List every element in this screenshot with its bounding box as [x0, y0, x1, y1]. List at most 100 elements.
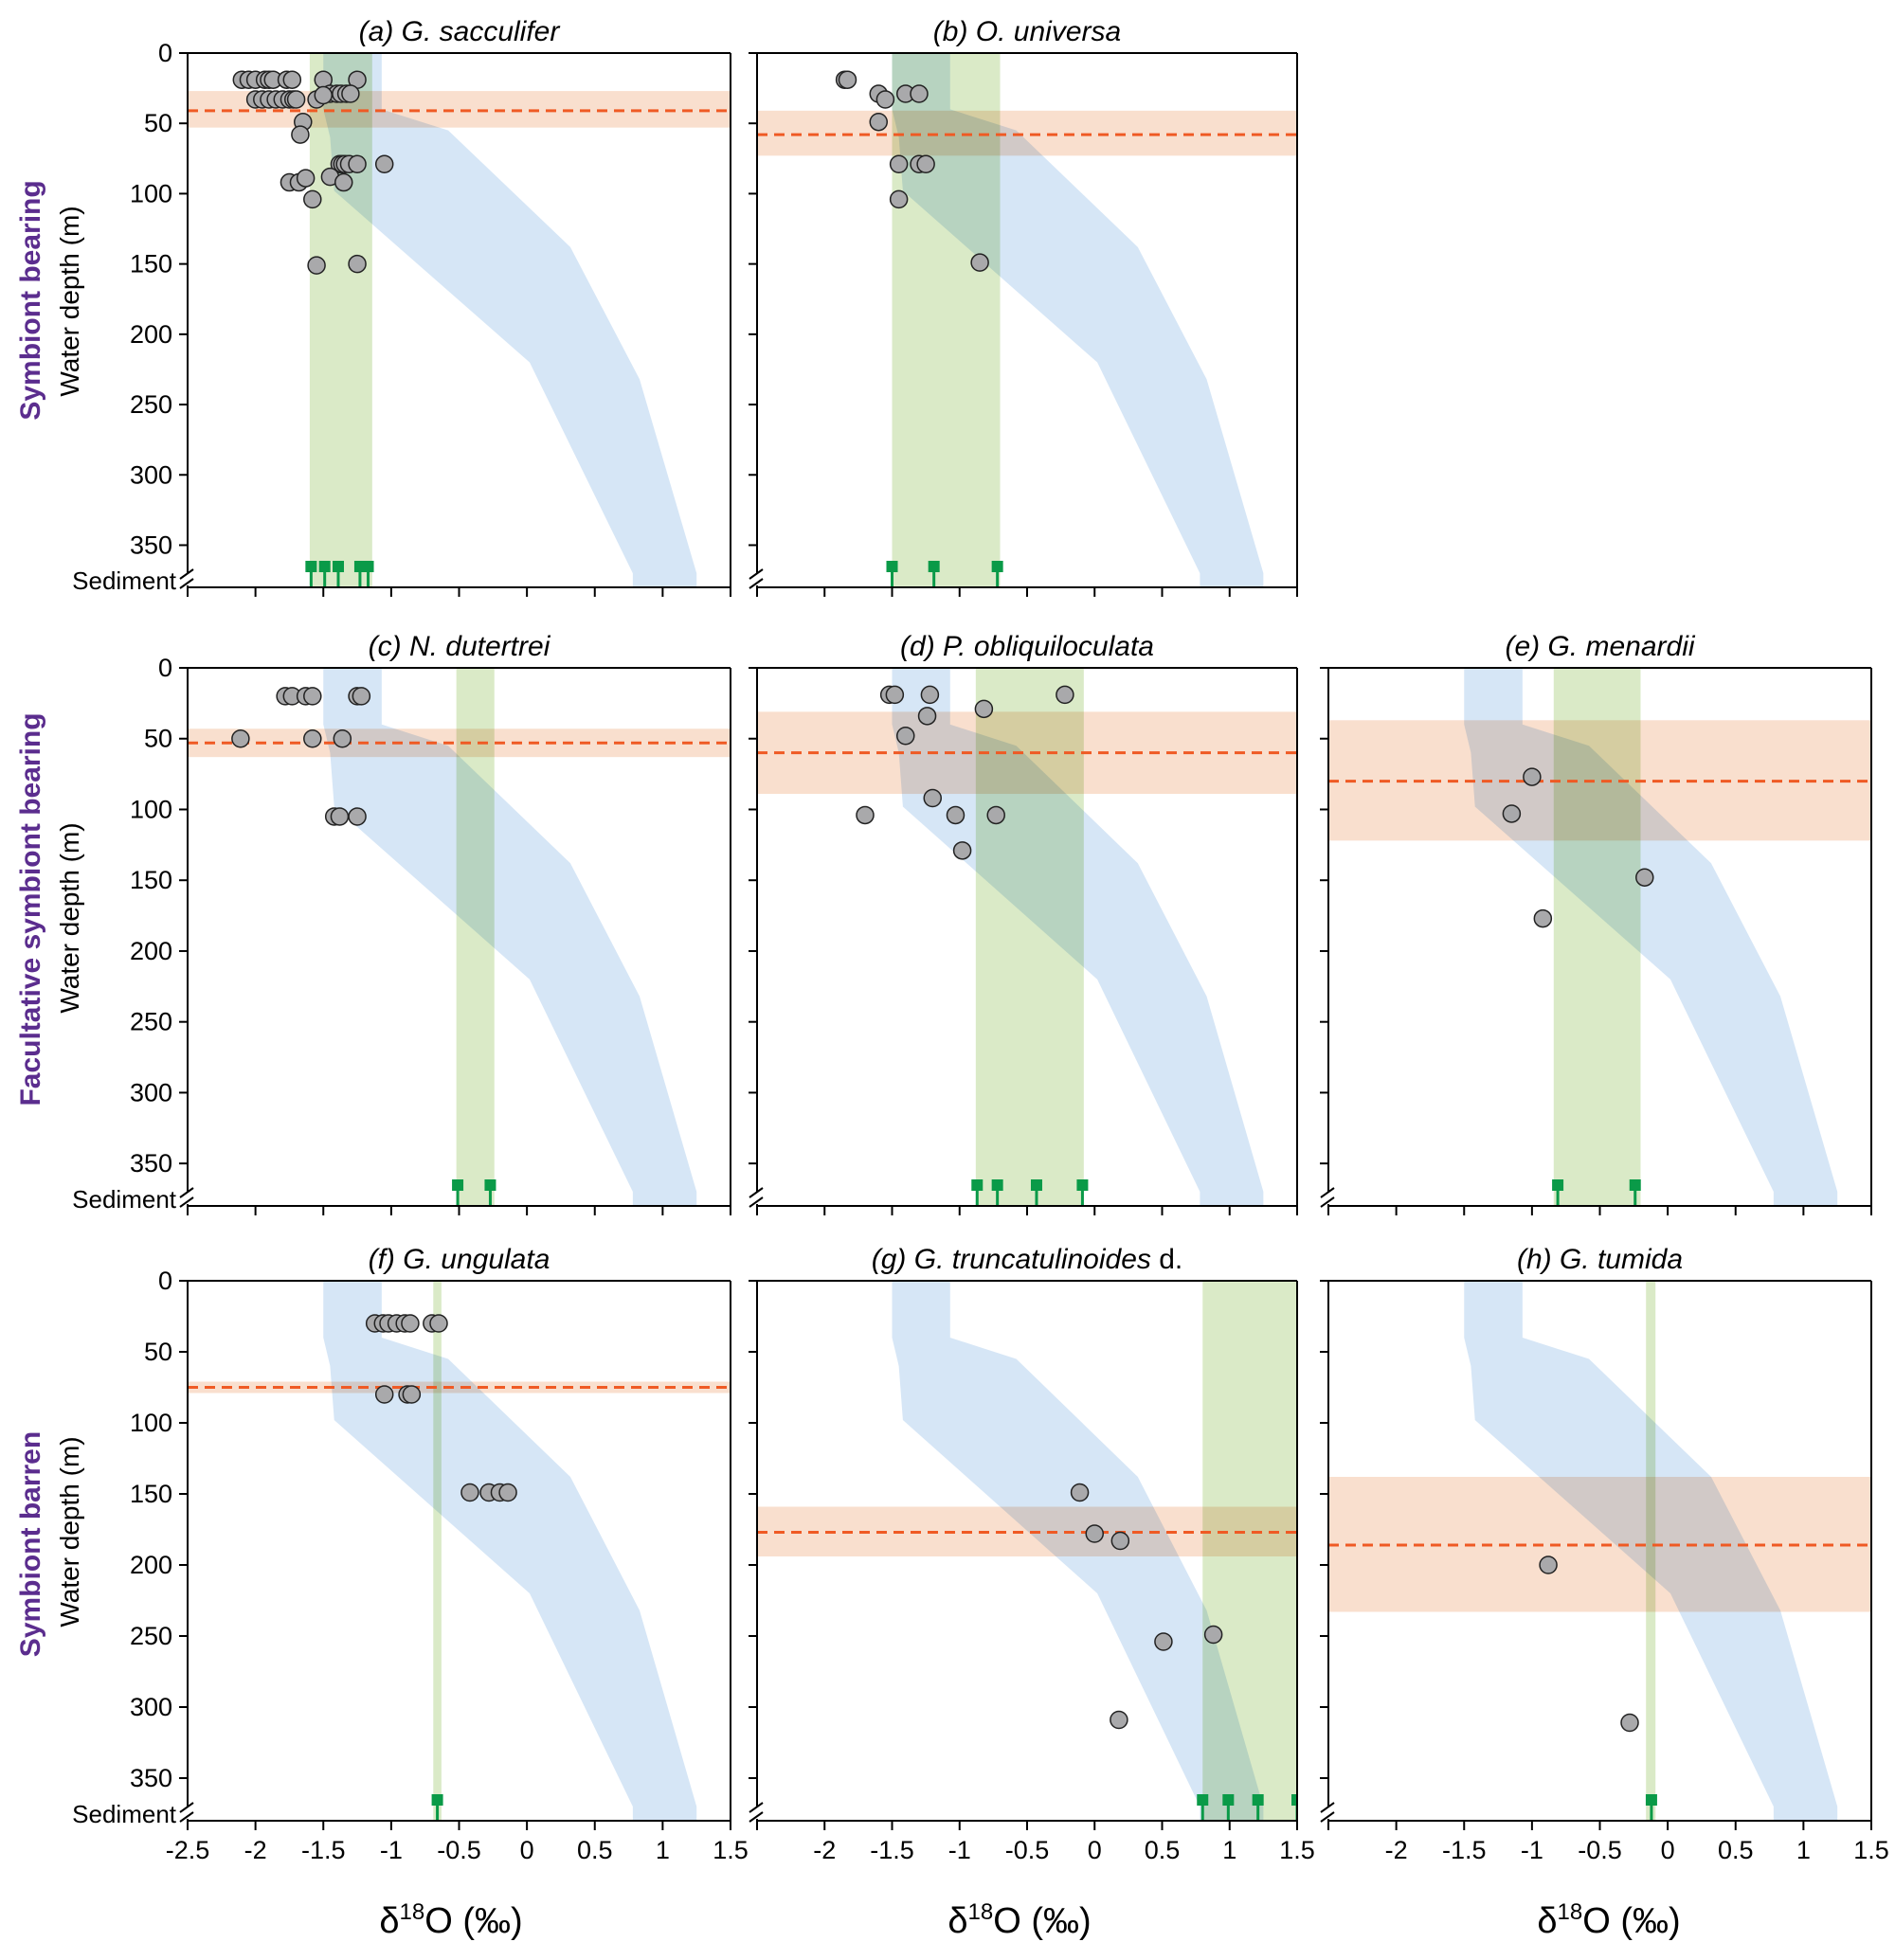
data-point — [1085, 1524, 1104, 1543]
x-tick-label: -2 — [1385, 1836, 1408, 1864]
y-tick-label: 0 — [158, 39, 172, 67]
axis-break-mark — [749, 1802, 764, 1813]
y-tick-label: 0 — [158, 1267, 172, 1295]
panel-f: 0 50 100 150 200 250 300 350 -2.5 -2 -1.5 -1 -0.5 0 0.… — [55, 1244, 749, 1864]
panel-b: (b) O. universa — [749, 16, 1298, 597]
data-point — [402, 1385, 422, 1404]
data-point — [374, 1385, 394, 1404]
y-tick-label: 200 — [130, 320, 172, 349]
plot-area — [757, 53, 1297, 587]
y-tick-label: 300 — [130, 1078, 172, 1106]
y-tick-label: 100 — [130, 795, 172, 823]
data-point — [348, 154, 367, 174]
x-axis-title-col3: δ18O (‰) — [1537, 1899, 1680, 1941]
data-point — [946, 805, 966, 825]
data-point — [1533, 908, 1553, 928]
data-point — [429, 1314, 448, 1333]
sediment-label: Sediment — [72, 1185, 177, 1214]
data-point — [401, 1314, 420, 1333]
data-point — [889, 189, 909, 209]
sediment-label: Sediment — [72, 1800, 177, 1828]
data-point — [1070, 1483, 1090, 1502]
sediment-marker — [305, 561, 317, 587]
panel-title: (d) P. obliquiloculata — [900, 631, 1154, 662]
data-point — [986, 805, 1005, 825]
data-point — [348, 807, 367, 826]
y-tick-label: 350 — [130, 1764, 172, 1792]
row-label-symbiont-bearing: Symbiont bearing — [15, 180, 46, 420]
x-tick-label: 1 — [656, 1836, 670, 1864]
axis-break-mark — [1320, 1187, 1335, 1198]
x-tick-label: -1.5 — [1442, 1836, 1487, 1864]
x-tick-label: -1 — [1521, 1836, 1543, 1864]
data-point — [920, 685, 940, 705]
data-point — [1523, 767, 1542, 786]
data-point — [896, 726, 915, 746]
x-tick-label: 0.5 — [577, 1836, 613, 1864]
calcification-depth-band — [757, 110, 1297, 156]
x-tick-label: -0.5 — [1578, 1836, 1622, 1864]
data-point — [1110, 1531, 1130, 1551]
x-tick-label: -2 — [813, 1836, 836, 1864]
sediment-marker — [991, 1179, 1003, 1206]
plot-area — [1328, 1281, 1871, 1821]
data-point — [974, 699, 994, 719]
sediment-range-band — [433, 1281, 442, 1821]
plot-area — [757, 1281, 1297, 1821]
sediment-range-band — [456, 668, 495, 1206]
sediment-marker — [431, 1794, 443, 1821]
y-tick-label: 250 — [130, 1622, 172, 1650]
row-label-symbiont-barren: Symbiont barren — [15, 1431, 46, 1657]
expected-d18o-envelope — [323, 668, 697, 1206]
y-tick-label: 150 — [130, 250, 172, 279]
sediment-marker — [1252, 1794, 1264, 1821]
x-tick-label: 1 — [1796, 1836, 1811, 1864]
y-tick-label: 200 — [130, 1551, 172, 1579]
data-point — [1154, 1632, 1173, 1651]
axis-break-mark — [179, 568, 194, 580]
y-tick-label: 50 — [144, 1338, 172, 1366]
x-tick-label: -1.5 — [301, 1836, 346, 1864]
sediment-marker — [1197, 1794, 1209, 1821]
panel-title: (c) N. dutertrei — [369, 631, 551, 662]
axis-break-mark — [179, 1811, 194, 1823]
axis-break-mark — [179, 578, 194, 589]
axis-break-mark — [749, 578, 764, 589]
x-tick-label: 0.5 — [1145, 1836, 1181, 1864]
sediment-marker — [1629, 1179, 1641, 1206]
panel-title: (b) O. universa — [933, 16, 1121, 47]
expected-d18o-envelope — [323, 53, 697, 587]
y-tick-label: 250 — [130, 390, 172, 419]
x-tick-label: -1 — [380, 1836, 403, 1864]
panel-g: -2 -1.5 -1 -0.5 0 0.5 1 1.5 (g) G. truncatulinoi… — [749, 1244, 1315, 1864]
data-point — [460, 1483, 479, 1502]
data-point — [303, 687, 322, 706]
panel-h: -2 -1.5 -1 -0.5 0 0.5 1 1.5 (h) G. tumida — [1320, 1244, 1889, 1864]
axis-break-mark — [179, 1187, 194, 1198]
y-tick-label: 250 — [130, 1008, 172, 1036]
y-tick-label: 0 — [158, 654, 172, 682]
axis-break-mark — [1320, 1196, 1335, 1208]
data-point — [374, 154, 394, 174]
sediment-marker — [1291, 1794, 1297, 1821]
axis-break-mark — [749, 1196, 764, 1208]
x-tick-label: -2 — [244, 1836, 267, 1864]
y-axis-title: Water depth (m) — [55, 1436, 84, 1627]
calcification-depth-band — [757, 1506, 1297, 1556]
y-axis-title: Water depth (m) — [55, 822, 84, 1013]
x-tick-label: -1 — [948, 1836, 971, 1864]
plot-area — [188, 53, 731, 587]
sediment-marker — [484, 1179, 496, 1206]
data-point — [923, 788, 942, 808]
data-point — [1635, 868, 1654, 887]
sediment-marker — [362, 561, 374, 587]
data-point — [330, 807, 350, 826]
data-point — [917, 707, 937, 726]
data-point — [916, 154, 935, 174]
plot-area — [188, 668, 731, 1206]
plot-area — [757, 668, 1297, 1206]
data-point — [334, 172, 353, 192]
y-axis-title: Water depth (m) — [55, 206, 84, 396]
sediment-range-band — [309, 53, 372, 587]
